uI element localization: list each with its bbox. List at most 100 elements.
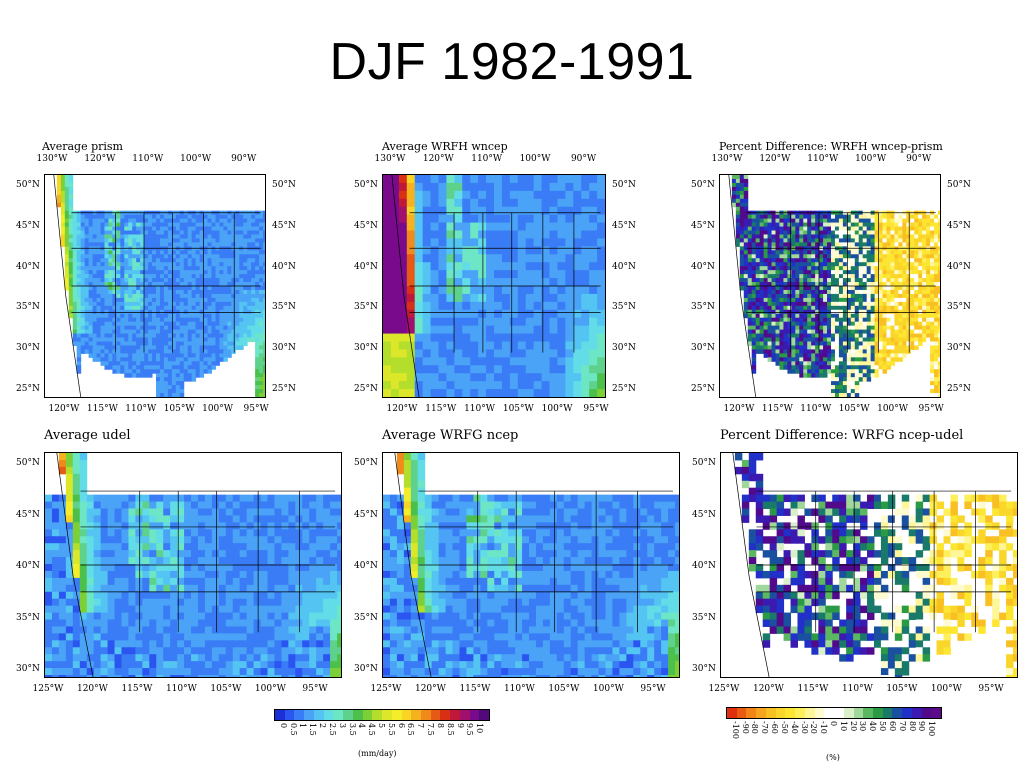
map-cell xyxy=(862,214,868,220)
map-cell xyxy=(926,305,931,311)
map-cell xyxy=(842,317,848,323)
map-cell xyxy=(509,206,519,216)
map-cell xyxy=(501,389,511,397)
map-cell xyxy=(60,206,66,212)
map-cell xyxy=(211,278,216,283)
map-cell xyxy=(231,222,236,228)
map-cell xyxy=(807,329,812,335)
map-cell xyxy=(894,349,899,354)
map-cell xyxy=(116,309,121,315)
map-cell xyxy=(187,329,193,335)
map-cell xyxy=(175,301,181,307)
map-cell xyxy=(203,297,209,303)
map-cell xyxy=(565,373,574,382)
map-cell xyxy=(148,365,153,370)
map-cell xyxy=(251,329,256,335)
map-cell xyxy=(132,266,137,271)
map-cell xyxy=(140,278,145,283)
map-cell xyxy=(96,222,101,228)
map-cell xyxy=(58,459,67,468)
map-cell xyxy=(422,175,432,184)
map-cell xyxy=(183,214,189,220)
map-cell xyxy=(247,337,252,342)
map-cell xyxy=(247,238,252,243)
map-cell xyxy=(827,230,832,235)
map-cell xyxy=(175,357,181,362)
map-cell xyxy=(751,313,757,319)
map-cell xyxy=(759,274,765,279)
map-cell xyxy=(886,321,891,327)
map-cell xyxy=(163,297,169,303)
map-cell xyxy=(227,305,232,311)
map-cell xyxy=(815,270,820,275)
map-cell xyxy=(108,214,113,220)
map-cell xyxy=(128,230,133,235)
map-cell xyxy=(422,357,432,366)
map-cell xyxy=(838,286,844,291)
map-cell xyxy=(775,254,780,259)
map-cell xyxy=(243,341,248,346)
map-cell xyxy=(430,182,439,192)
map-cell xyxy=(747,262,753,267)
map-cell xyxy=(938,389,940,394)
map-cell xyxy=(914,329,919,335)
map-cell xyxy=(759,345,765,350)
map-cell xyxy=(100,289,105,295)
map-cell xyxy=(88,345,94,350)
map-cell xyxy=(565,317,574,327)
map-cell xyxy=(918,238,923,243)
map-cell xyxy=(219,345,224,350)
map-cell xyxy=(68,305,74,311)
map-cell xyxy=(517,230,527,239)
map-cell xyxy=(795,349,800,354)
map-cell xyxy=(148,333,153,339)
map-cell xyxy=(494,222,503,231)
map-cell xyxy=(763,226,769,231)
map-cell xyxy=(886,230,891,235)
map-cell xyxy=(422,309,432,319)
map-cell xyxy=(783,357,788,362)
map-cell xyxy=(870,254,876,259)
map-cell xyxy=(263,389,265,394)
map-cell xyxy=(104,242,109,247)
map-cell xyxy=(120,293,125,299)
map-cell xyxy=(144,329,149,335)
map-cell xyxy=(167,341,173,346)
map-cell xyxy=(430,198,439,208)
map-cell xyxy=(533,293,543,303)
map-cell xyxy=(243,289,248,295)
map-cell xyxy=(263,270,265,275)
map-cell xyxy=(422,182,432,192)
map-cell xyxy=(557,381,566,390)
map-cell xyxy=(541,230,550,239)
map-cell xyxy=(175,377,181,382)
map-cell xyxy=(167,254,173,259)
map-cell xyxy=(207,329,212,335)
map-cell xyxy=(88,317,94,323)
map-cell xyxy=(854,357,860,362)
map-cell xyxy=(819,270,824,275)
map-cell xyxy=(227,301,232,307)
map-cell xyxy=(819,226,824,231)
map-cell xyxy=(902,345,907,350)
map-cell xyxy=(211,218,216,224)
map-cell xyxy=(862,218,868,224)
map-cell xyxy=(573,246,582,255)
map-cell xyxy=(462,293,471,303)
map-cell xyxy=(823,242,828,247)
map-cell xyxy=(462,373,471,382)
map-cell xyxy=(743,286,749,291)
map-cell xyxy=(255,250,260,255)
map-cell xyxy=(112,333,117,339)
map-cell xyxy=(771,214,776,220)
map-cell xyxy=(934,389,939,394)
map-cell xyxy=(739,206,745,212)
map-cell xyxy=(124,361,129,366)
map-cell xyxy=(171,337,177,342)
map-cell xyxy=(390,270,400,279)
map-cell xyxy=(120,289,125,295)
map-cell xyxy=(247,321,252,327)
map-cell xyxy=(747,305,753,311)
map-cell xyxy=(179,341,185,346)
map-cell xyxy=(120,234,125,239)
